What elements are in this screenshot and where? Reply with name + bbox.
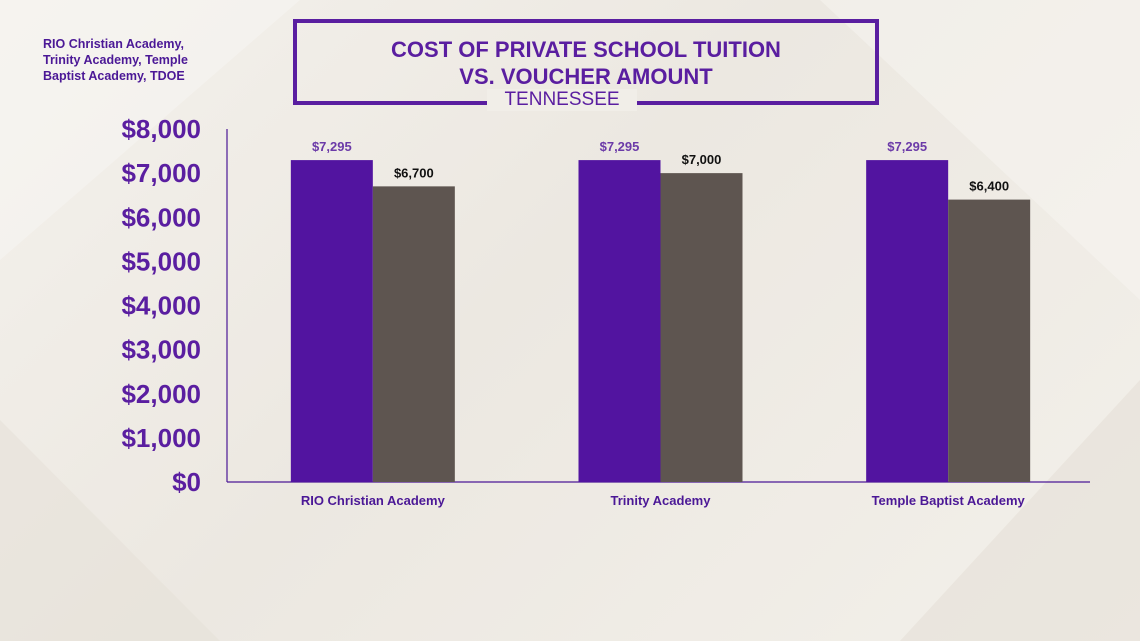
bar [290,160,373,482]
y-tick-label: $2,000 [121,379,201,409]
bar [660,173,743,482]
chart-subtitle: TENNESSEE [487,89,637,111]
chart-title: COST OF PRIVATE SCHOOL TUITION VS. VOUCH… [297,36,875,90]
bar [866,160,949,482]
chart-title-line-2: VS. VOUCHER AMOUNT [459,64,713,89]
data-label: $6,700 [394,165,434,180]
bar [372,186,455,483]
data-label: $7,000 [682,152,722,167]
x-tick-label: RIO Christian Academy [301,493,446,508]
y-tick-label: $0 [172,467,201,497]
y-tick-label: $4,000 [121,291,201,321]
data-label: $7,295 [887,139,927,154]
data-label: $7,295 [600,139,640,154]
data-label: $7,295 [312,139,352,154]
bar [948,199,1031,482]
source-note: RIO Christian Academy, Trinity Academy, … [43,37,188,83]
y-tick-label: $3,000 [121,335,201,365]
x-tick-label: Trinity Academy [611,493,712,508]
chart-title-line-1: COST OF PRIVATE SCHOOL TUITION [391,37,781,62]
y-tick-label: $8,000 [121,114,201,144]
x-tick-label: Temple Baptist Academy [872,493,1026,508]
data-label: $6,400 [969,179,1009,194]
bar [578,160,661,482]
y-tick-label: $7,000 [121,158,201,188]
y-tick-label: $1,000 [121,423,201,453]
y-tick-label: $5,000 [121,246,201,276]
y-tick-label: $6,000 [121,202,201,232]
